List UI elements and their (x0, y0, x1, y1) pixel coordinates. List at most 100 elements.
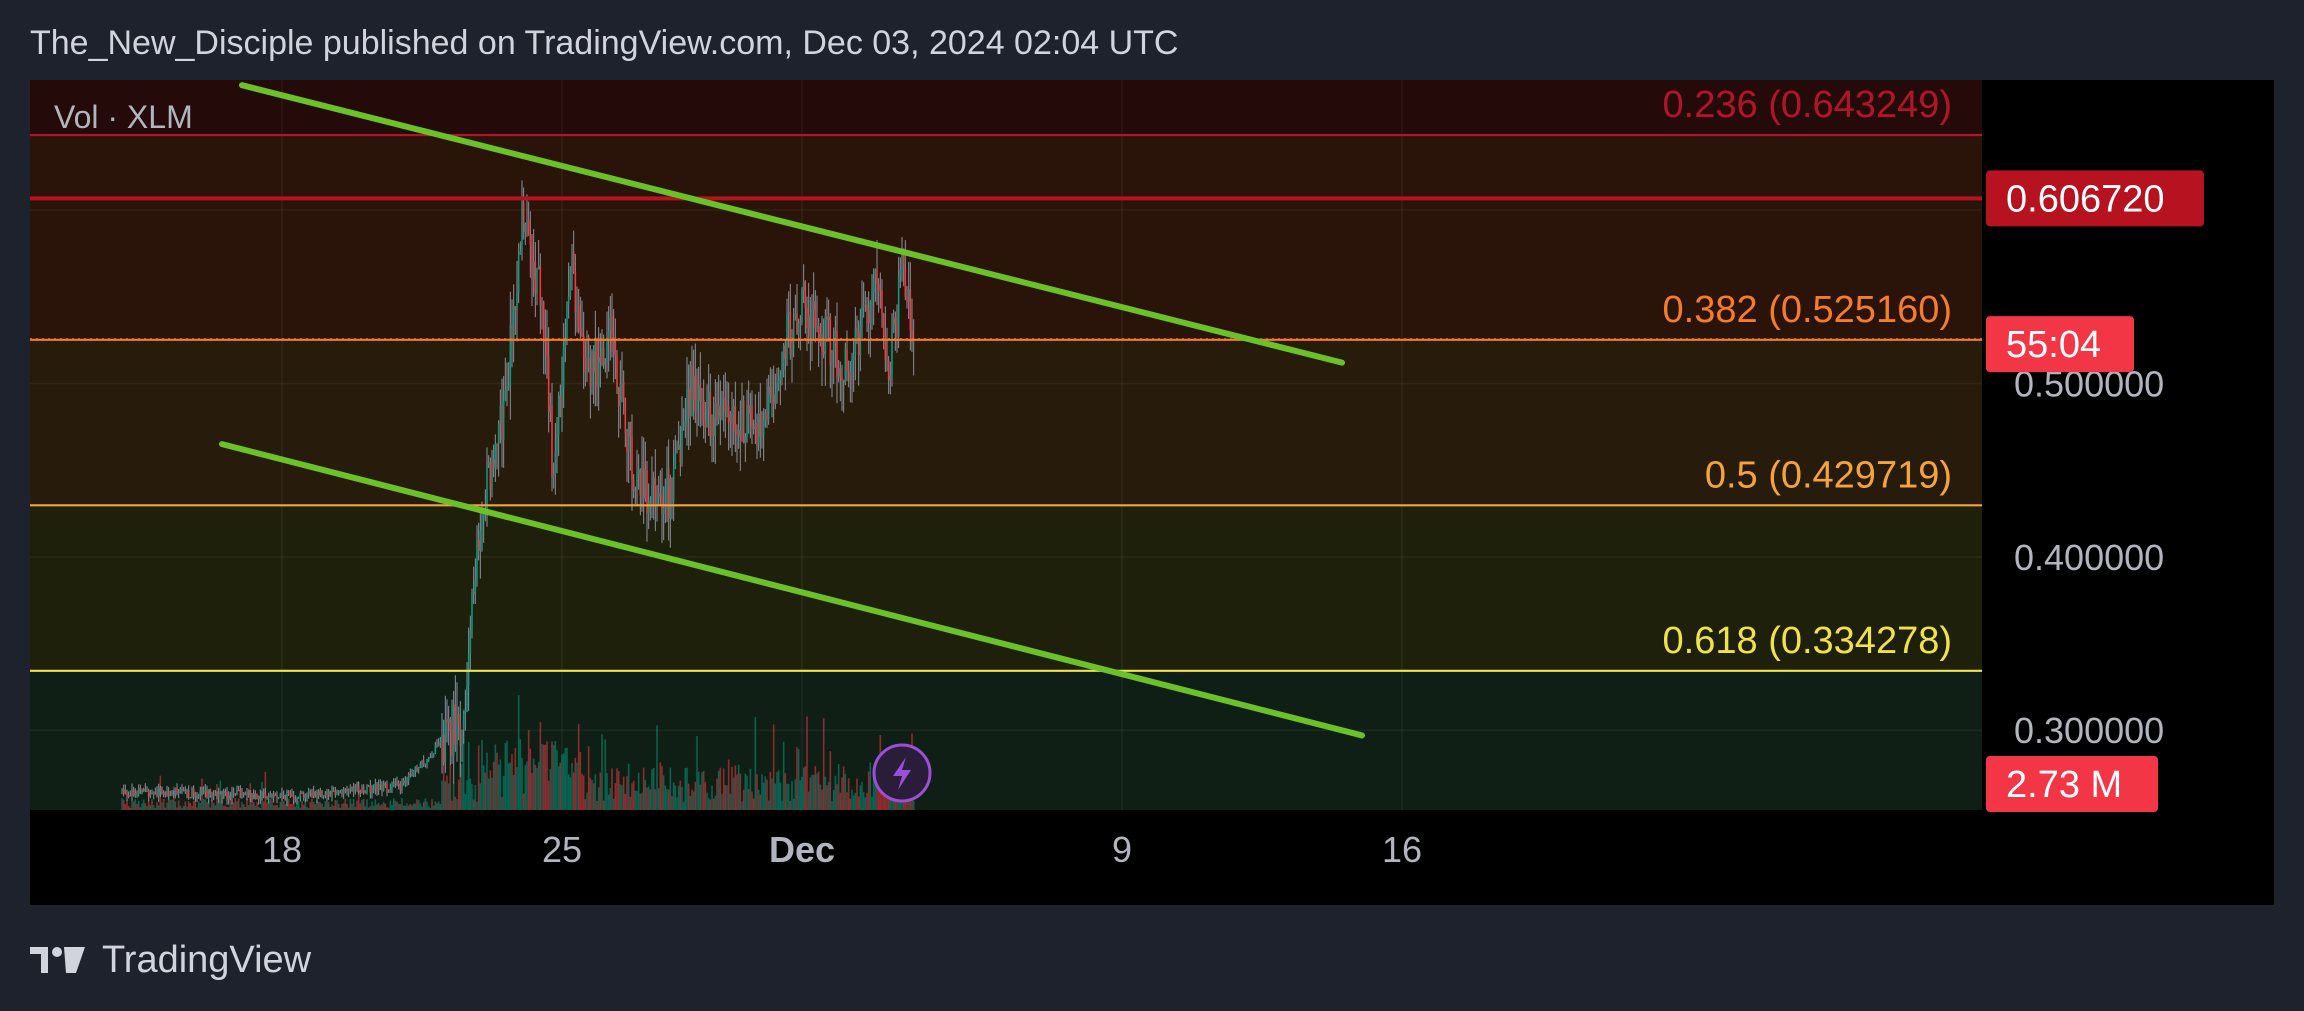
candle-body (454, 704, 457, 745)
candle-body (891, 331, 893, 376)
candle-body (616, 355, 618, 388)
candle-body (272, 794, 275, 798)
candle-body (499, 406, 502, 425)
volume-badge-text: 2.73 M (2006, 764, 2122, 806)
volume-bar (641, 792, 643, 810)
candle-body (476, 539, 478, 580)
volume-bar (154, 807, 157, 810)
volume-bar (277, 807, 280, 810)
volume-bar (872, 778, 875, 810)
candle-body (747, 405, 750, 415)
candle-body (521, 202, 523, 251)
volume-bar (557, 766, 560, 810)
candle-body (171, 794, 173, 796)
volume-bar (382, 801, 385, 810)
volume-bar (162, 799, 165, 810)
volume-bar (762, 782, 765, 810)
lightning-icon[interactable] (872, 743, 932, 803)
tradingview-brand[interactable]: TradingView (30, 939, 311, 981)
volume-bar (361, 799, 363, 810)
volume-bar (786, 784, 788, 810)
chart-container[interactable]: 0.236 (0.643249) 0.382 (0.525160) 0.5 (0.4… (30, 80, 2274, 905)
volume-bar (171, 799, 173, 810)
volume-bar (542, 744, 545, 810)
candle-body (631, 436, 633, 480)
candle-body (262, 792, 265, 794)
x-tick-label: 9 (1112, 829, 1132, 870)
volume-bar (831, 800, 833, 810)
trendline-1[interactable] (239, 82, 1345, 366)
volume-bar (424, 798, 427, 810)
candle-body (877, 283, 880, 290)
volume-bar (579, 751, 582, 810)
volume-bar (551, 741, 553, 810)
volume-bar (316, 800, 318, 810)
volume-bar (252, 801, 255, 810)
candle-body (831, 352, 833, 366)
candle-body (156, 792, 158, 796)
candle-body (466, 685, 468, 711)
volume-bar (437, 801, 440, 810)
candle-body (586, 358, 588, 373)
fib-levels (30, 133, 1982, 672)
volume-bar (257, 806, 260, 810)
candle-body (861, 306, 863, 325)
volume-bar (187, 801, 190, 810)
volume-bar (771, 778, 773, 810)
candle-body (352, 788, 355, 792)
price-chart[interactable]: 0.236 (0.643249) 0.382 (0.525160) 0.5 (0.4… (30, 80, 2274, 905)
volume-bar (624, 793, 627, 810)
candle-body (552, 474, 555, 478)
candle-body (841, 376, 843, 381)
candlesticks (121, 180, 915, 807)
candle-body (417, 767, 420, 771)
candle-body (259, 795, 262, 800)
volume-bar (664, 785, 667, 810)
candle-body (632, 479, 635, 491)
volume-bar (251, 803, 253, 810)
candle-body (389, 789, 392, 792)
candle-body (366, 786, 368, 791)
candle-body (232, 792, 235, 794)
volume-bar (479, 783, 482, 810)
candle-body (222, 791, 225, 799)
volume-bar (692, 791, 695, 810)
candle-body (459, 723, 462, 746)
volume-bar (469, 778, 472, 810)
trendline-2[interactable] (219, 441, 1365, 739)
volume-bar (526, 761, 528, 810)
volume-bar (696, 735, 698, 810)
candle-body (257, 795, 260, 800)
candle-body (752, 426, 755, 429)
y-tick-label: 0.400000 (2014, 537, 2164, 578)
candle-body (224, 791, 227, 793)
candle-body (372, 789, 375, 791)
candle-body (122, 789, 125, 792)
candle-body (201, 790, 203, 793)
candle-body (819, 334, 822, 343)
candle-body (384, 783, 387, 786)
volume-bar (561, 754, 563, 810)
volume-bar (634, 790, 637, 810)
candle-body (827, 316, 830, 321)
candle-body (204, 789, 207, 792)
volume-bar (184, 801, 187, 810)
volume-bar (459, 764, 462, 810)
candle-body (427, 757, 430, 762)
candle-body (731, 414, 733, 425)
volume-bar (294, 806, 297, 810)
candle-body (681, 426, 683, 463)
candle-body (594, 338, 597, 373)
volume-bar (564, 748, 567, 810)
candle-body (304, 795, 307, 798)
volume-bar (337, 804, 340, 810)
volume-bar (802, 767, 805, 810)
volume-bar (774, 783, 777, 810)
volume-bar (196, 807, 198, 810)
volume-bar (616, 768, 618, 810)
volume-bar (339, 807, 342, 810)
volume-bar (402, 805, 405, 810)
volume-bar (447, 783, 450, 810)
countdown-badge: 55:04 (1986, 316, 2134, 373)
candle-body (367, 785, 370, 787)
